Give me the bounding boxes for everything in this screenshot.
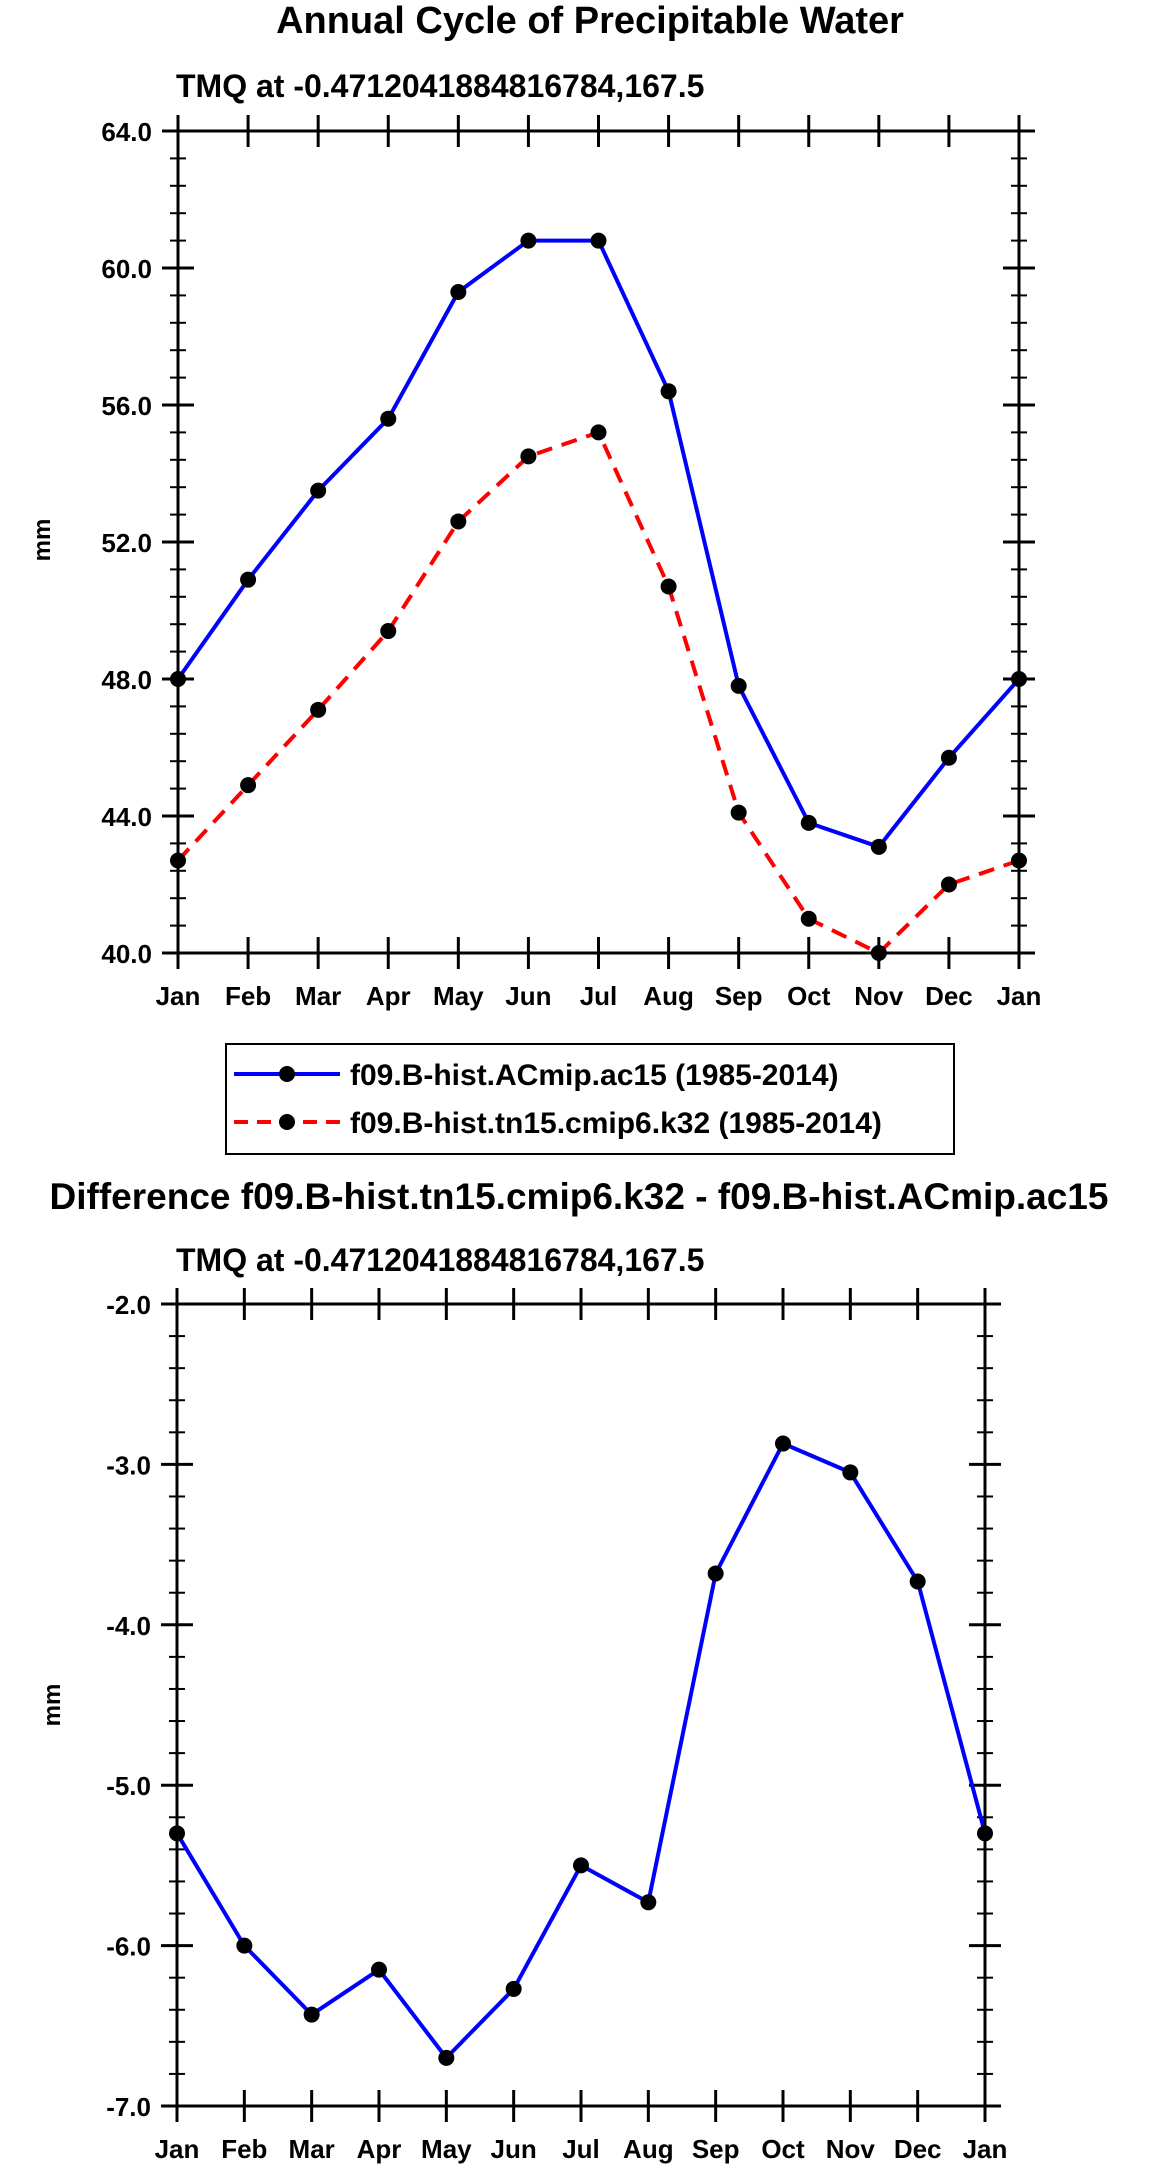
c1-xtick-label: Aug <box>643 981 694 1011</box>
c1-xtick-label: Mar <box>295 981 341 1011</box>
c1-series-2-point <box>450 513 467 530</box>
legend-label-2: f09.B-hist.tn15.cmip6.k32 (1985-2014) <box>350 1107 882 1140</box>
chart1-title: Annual Cycle of Precipitable Water <box>276 0 904 42</box>
c2-xtick-label: Feb <box>221 2134 267 2164</box>
c1-ytick-label: 52.0 <box>101 528 152 558</box>
chart1-x-tick-labels: Jan Feb Mar Apr May Jun Jul Aug Sep Oct Nov Dec Jan <box>156 981 1042 1011</box>
c1-series-1-point <box>730 677 747 694</box>
c1-xtick-label: Oct <box>787 981 831 1011</box>
chart1-plot-frame <box>176 129 1021 955</box>
c2-xtick-label: Sep <box>692 2134 740 2164</box>
chart2-subtitle: TMQ at -0.4712041884816784,167.5 <box>176 1242 704 1278</box>
c2-series-1-point <box>775 1435 791 1452</box>
legend-marker-1 <box>279 1066 295 1082</box>
c1-series-2-point <box>730 804 747 821</box>
c2-series-1-point <box>909 1573 926 1590</box>
c2-series-1-point <box>438 2049 455 2066</box>
c1-series-line-1 <box>176 238 1021 849</box>
chart1-ylabel: mm <box>29 519 56 562</box>
c1-xtick-label: Nov <box>854 981 904 1011</box>
c1-series-1-point <box>660 383 677 400</box>
c1-xtick-label: Jan <box>156 981 201 1011</box>
legend-box <box>225 1043 955 1155</box>
chart2-title: Difference f09.B-hist.tn15.cmip6.k32 - f… <box>50 1176 1109 1217</box>
c2-ytick-label: -6.0 <box>106 1932 151 1962</box>
c1-ytick-label: 44.0 <box>101 802 152 832</box>
c2-ytick-label: -7.0 <box>106 2092 151 2122</box>
c2-xtick-label: Oct <box>761 2134 805 2164</box>
c1-ytick-label: 60.0 <box>101 254 152 284</box>
legend-label-1: f09.B-hist.ACmip.ac15 (1985-2014) <box>350 1059 839 1092</box>
legend-entry-2: f09.B-hist.tn15.cmip6.k32 (1985-2014) <box>234 1107 882 1140</box>
c1-ytick-label: 56.0 <box>101 391 152 421</box>
c1-xtick-label: Dec <box>925 981 973 1011</box>
chart1-series-lines <box>176 238 1021 955</box>
legend-marker-2 <box>279 1114 295 1130</box>
c1-series-1-point <box>450 283 467 300</box>
legend-entry-1: f09.B-hist.ACmip.ac15 (1985-2014) <box>234 1059 839 1092</box>
c2-xtick-label: Aug <box>623 2134 674 2164</box>
chart2-y-tick-labels: -7.0 -6.0 -5.0 -4.0 -3.0 -2.0 <box>106 1290 151 2122</box>
c1-series-1-point <box>240 571 257 588</box>
c1-ytick-label: 40.0 <box>101 939 152 969</box>
c2-series-1-point <box>573 1857 589 1874</box>
c2-series-1-point <box>640 1894 657 1911</box>
chart2-series-lines <box>175 1441 987 2060</box>
c2-ytick-label: -2.0 <box>106 1290 151 1320</box>
c1-ytick-label: 64.0 <box>101 117 152 147</box>
c1-series-1-point <box>940 749 957 766</box>
c1-series-2-point <box>940 876 957 893</box>
c2-series-1-point <box>842 1464 859 1481</box>
c1-series-1-point <box>800 814 817 831</box>
chart1-data-points <box>170 232 1027 961</box>
c1-series-2-point <box>660 578 677 595</box>
chart1-subtitle: TMQ at -0.4712041884816784,167.5 <box>176 68 704 104</box>
c2-series-1-point <box>371 1961 387 1978</box>
c1-series-2-point <box>800 910 817 927</box>
c1-ytick-label: 48.0 <box>101 665 152 695</box>
c2-xtick-label: May <box>421 2134 472 2164</box>
c2-ytick-label: -5.0 <box>106 1771 151 1801</box>
c1-series-2-point <box>240 777 257 794</box>
c2-xtick-label: Dec <box>894 2134 942 2164</box>
chart2-ticks <box>161 1288 1001 2122</box>
c1-xtick-label: Feb <box>225 981 271 1011</box>
c2-xtick-label: Jan <box>155 2134 200 2164</box>
c1-series-1-point <box>520 232 537 249</box>
c2-ytick-label: -4.0 <box>106 1611 151 1641</box>
c2-xtick-label: Apr <box>357 2134 402 2164</box>
c2-series-1-point <box>236 1937 253 1954</box>
c2-xtick-label: Nov <box>826 2134 876 2164</box>
chart1-legend: f09.B-hist.ACmip.ac15 (1985-2014) f09.B-… <box>225 1043 955 1155</box>
c1-series-1-point <box>380 410 397 427</box>
c1-xtick-label: Apr <box>366 981 411 1011</box>
c1-series-1-point <box>310 482 327 499</box>
c1-series-1-point <box>590 232 607 249</box>
c1-xtick-label: Jun <box>505 981 551 1011</box>
chart2-ylabel: mm <box>39 1684 66 1727</box>
c1-xtick-label: Jul <box>580 981 618 1011</box>
c1-xtick-label: May <box>433 981 484 1011</box>
c2-series-line-1 <box>175 1441 987 2060</box>
c2-xtick-label: Jan <box>963 2134 1008 2164</box>
c1-xtick-label: Sep <box>715 981 763 1011</box>
c1-series-2-point <box>310 701 327 718</box>
c1-series-2-point <box>520 448 537 465</box>
c1-series-2-point <box>380 623 397 640</box>
c2-xtick-label: Jun <box>491 2134 537 2164</box>
c2-series-1-point <box>707 1565 724 1582</box>
c2-series-1-point <box>303 2006 320 2023</box>
c2-xtick-label: Jul <box>562 2134 600 2164</box>
chart2-x-tick-labels: Jan Feb Mar Apr May Jun Jul Aug Sep Oct Nov Dec Jan <box>155 2134 1008 2164</box>
c2-xtick-label: Mar <box>289 2134 335 2164</box>
chart1-y-tick-labels: 40.0 44.0 48.0 52.0 56.0 60.0 64.0 <box>101 117 152 969</box>
c2-ytick-label: -3.0 <box>106 1450 151 1480</box>
chart2-plot-frame <box>175 1302 987 2108</box>
c1-xtick-label: Jan <box>997 981 1042 1011</box>
chart2-data-points <box>169 1435 993 2066</box>
c2-series-1-point <box>505 1980 522 1997</box>
c1-series-1-point <box>870 838 887 855</box>
c1-series-2-point <box>590 424 607 441</box>
